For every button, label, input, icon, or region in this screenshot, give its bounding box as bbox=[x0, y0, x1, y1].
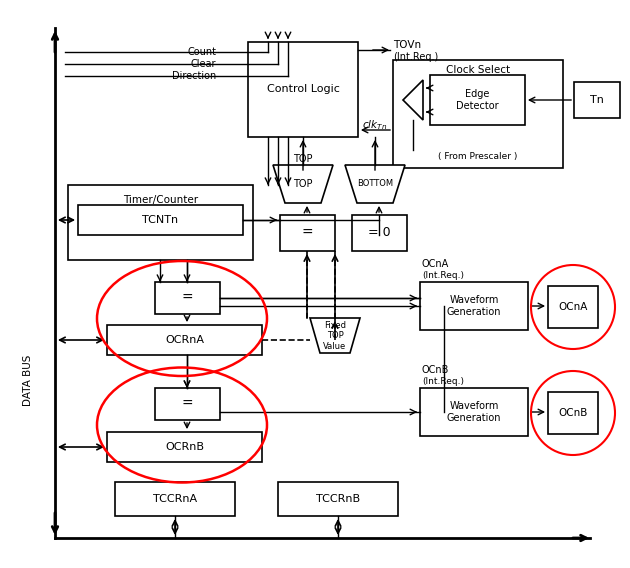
Polygon shape bbox=[345, 165, 405, 203]
Bar bbox=[155, 282, 220, 314]
Text: OCRnB: OCRnB bbox=[165, 442, 204, 452]
Bar bbox=[548, 286, 598, 328]
Text: =: = bbox=[302, 226, 313, 240]
Polygon shape bbox=[310, 318, 360, 353]
Text: OCnA: OCnA bbox=[558, 302, 588, 312]
Bar bbox=[248, 42, 358, 137]
Text: Clock Select: Clock Select bbox=[446, 65, 510, 75]
Text: Count: Count bbox=[187, 47, 216, 57]
Bar bbox=[107, 432, 262, 462]
Text: Edge
Detector: Edge Detector bbox=[456, 89, 499, 111]
Text: ( From Prescaler ): ( From Prescaler ) bbox=[438, 152, 518, 161]
Bar bbox=[430, 75, 525, 125]
Text: (Int.Req.): (Int.Req.) bbox=[393, 52, 438, 62]
Text: TCNTn: TCNTn bbox=[142, 215, 178, 225]
Text: Control Logic: Control Logic bbox=[266, 85, 340, 94]
Bar bbox=[155, 388, 220, 420]
Bar bbox=[574, 82, 620, 118]
Text: TOP: TOP bbox=[293, 179, 312, 189]
Text: OCnB: OCnB bbox=[558, 408, 588, 418]
Bar bbox=[115, 482, 235, 516]
Text: =: = bbox=[181, 291, 193, 305]
Bar bbox=[278, 482, 398, 516]
Text: Tn: Tn bbox=[590, 95, 604, 105]
Polygon shape bbox=[273, 165, 333, 203]
Text: BOTTOM: BOTTOM bbox=[357, 179, 393, 189]
Bar bbox=[420, 388, 528, 436]
Bar bbox=[420, 282, 528, 330]
Bar bbox=[78, 205, 243, 235]
Bar bbox=[280, 215, 335, 251]
Text: = 0: = 0 bbox=[368, 227, 391, 240]
Polygon shape bbox=[403, 80, 423, 120]
Bar bbox=[548, 392, 598, 434]
Text: OCnB: OCnB bbox=[422, 365, 449, 375]
Text: Waveform
Generation: Waveform Generation bbox=[447, 401, 501, 423]
Text: Timer/Counter: Timer/Counter bbox=[123, 195, 198, 205]
Text: (Int.Req.): (Int.Req.) bbox=[422, 377, 464, 386]
Text: OCnA: OCnA bbox=[422, 259, 449, 269]
Bar bbox=[352, 215, 407, 251]
Text: (Int.Req.): (Int.Req.) bbox=[422, 270, 464, 279]
Text: $clk_{Tn}$: $clk_{Tn}$ bbox=[362, 118, 387, 132]
Text: DATA BUS: DATA BUS bbox=[23, 354, 33, 406]
Text: Fixed
TOP
Value: Fixed TOP Value bbox=[323, 321, 346, 351]
Text: TCCRnB: TCCRnB bbox=[316, 494, 360, 504]
Bar bbox=[393, 60, 563, 168]
Text: =: = bbox=[181, 397, 193, 411]
Text: Direction: Direction bbox=[172, 71, 216, 81]
Text: OCRnA: OCRnA bbox=[165, 335, 204, 345]
Text: TOVn: TOVn bbox=[393, 40, 421, 50]
Bar bbox=[68, 185, 253, 260]
Text: TCCRnA: TCCRnA bbox=[153, 494, 197, 504]
Bar bbox=[107, 325, 262, 355]
Text: Clear: Clear bbox=[190, 59, 216, 69]
Text: TOP: TOP bbox=[293, 154, 312, 164]
Text: Waveform
Generation: Waveform Generation bbox=[447, 295, 501, 317]
